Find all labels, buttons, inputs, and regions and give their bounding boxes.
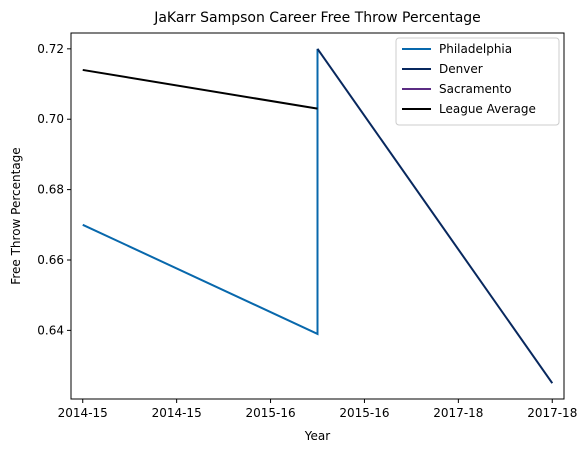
y-axis: 0.64 0.66 0.68 0.70 0.72 — [37, 42, 71, 337]
legend-label: Denver — [439, 62, 483, 76]
series-line-philadelphia — [82, 48, 319, 336]
chart-title: JaKarr Sampson Career Free Throw Percent… — [153, 10, 481, 26]
x-tick-label: 2014-15 — [152, 406, 202, 420]
legend: Philadelphia Denver Sacramento League Avera… — [395, 37, 560, 126]
x-axis: 2014-15 2014-15 2015-16 2015-16 2017-18 2017-… — [58, 399, 577, 420]
y-tick-label: 0.72 — [37, 42, 64, 56]
y-tick-label: 0.66 — [37, 253, 64, 267]
series-line-league-average — [82, 68, 318, 110]
legend-label: League Average — [439, 102, 536, 116]
x-tick-label: 2017-18 — [433, 406, 483, 420]
series-group — [82, 48, 554, 384]
legend-label: Philadelphia — [439, 42, 512, 56]
y-axis-label: Free Throw Percentage — [9, 147, 23, 284]
x-tick-label: 2015-16 — [339, 406, 389, 420]
legend-label: Sacramento — [439, 82, 512, 96]
plot-frame — [70, 32, 565, 400]
x-axis-label: Year — [304, 429, 330, 443]
x-tick-label: 2014-15 — [58, 406, 108, 420]
series-line-denver — [316, 48, 554, 384]
legend-box — [395, 37, 560, 126]
y-tick-label: 0.64 — [37, 323, 64, 337]
y-tick-label: 0.70 — [37, 112, 64, 126]
x-tick-label: 2015-16 — [245, 406, 295, 420]
x-tick-label: 2017-18 — [527, 406, 577, 420]
y-tick-label: 0.68 — [37, 183, 64, 197]
